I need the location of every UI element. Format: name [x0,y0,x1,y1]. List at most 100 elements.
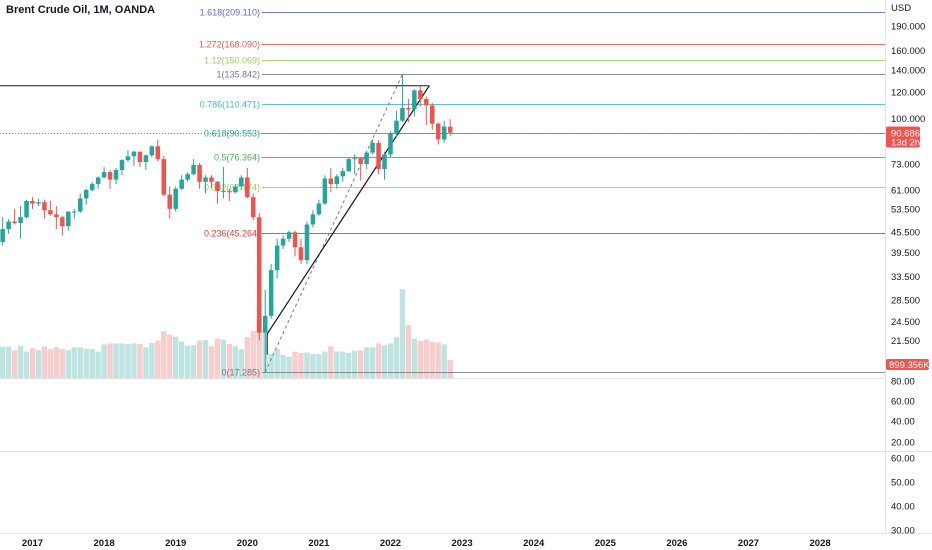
candle-body [173,188,178,209]
candle-body [227,191,232,193]
time-axis-year: 2023 [452,538,473,549]
fib-level-label: 0.236(45.264) [204,229,260,239]
candle-body [36,202,41,204]
volume-bar [131,343,137,378]
volume-bar [357,350,364,378]
volume-bar [125,343,131,378]
time-axis-year: 2020 [237,538,258,549]
volume-bar [244,337,250,378]
volume-bar [316,354,322,378]
candle-body [54,214,59,218]
volume-bar [59,349,66,378]
candle-body [191,164,196,175]
candle-body [131,151,137,157]
last-price-tag [886,126,920,148]
candle-body [113,170,119,180]
volume-bar [375,343,382,378]
time-axis-year: 2024 [523,538,545,549]
volume-tag [886,359,929,370]
volume-bar [0,346,6,378]
volume-bar [441,344,447,378]
volume-bar [274,349,280,378]
fib-trend-line [264,74,403,373]
volume-value: 899.356K [889,360,930,371]
pane2-axis-tick: 40.00 [891,417,915,428]
volume-bar [41,346,48,378]
fib-level-label: 1(135.842) [216,70,260,80]
pane2-axis-tick: 80.00 [891,377,915,388]
volume-bar [286,356,292,378]
candle-body [400,108,405,121]
volume-bar [5,346,12,378]
candle-body [143,155,149,163]
candle-body [101,172,107,178]
volume-bar [346,353,352,378]
time-axis-year: 2025 [595,538,617,549]
volume-bar [35,350,42,378]
volume-bar [417,340,424,378]
volume-bar [423,339,429,378]
candle-body [185,174,190,180]
last-price-value: 90.686 [891,129,920,140]
candle-body [376,142,381,170]
candle-body [12,221,17,224]
candle-body [298,247,304,261]
candle-body [221,191,226,193]
candle-body [286,232,292,239]
volume-bar [322,351,328,378]
candle-body [107,172,113,180]
pane3-axis-tick: 60.00 [891,454,915,465]
fib-retracement [262,12,885,373]
candle-body [280,238,286,246]
time-axis-year: 2019 [165,538,186,549]
candle-body [119,160,125,171]
candle-body [18,217,23,224]
price-axis-tick: 61.000 [891,185,920,196]
candle-body [364,152,369,164]
candle-body [328,178,334,185]
candle-body [155,146,161,160]
candle-body [137,151,143,163]
volume-bar [238,349,245,378]
candle-body [71,211,77,213]
volume-bar [435,342,441,378]
volume-bar [256,316,262,378]
candles-series [0,74,453,372]
fib-level-label: 0.786(110.471) [200,100,260,110]
volume-bar [393,337,400,378]
time-axis-year: 2021 [308,538,330,549]
volume-bar [17,345,24,378]
pane3-axis-tick: 40.00 [891,502,915,513]
candle-body [435,123,441,140]
volume-bar [196,340,203,378]
rising-trend-line [266,85,430,335]
volume-bar [11,350,18,378]
volume-bar [95,351,101,378]
candle-body [89,184,95,190]
candle-body [334,176,340,185]
candle-body [0,229,5,243]
time-axis-year: 2028 [810,538,831,549]
volume-bar [214,338,221,378]
volume-bar [411,338,418,378]
candle-body [316,203,322,215]
candle-body [310,214,316,225]
volume-bar [161,331,167,378]
price-axis-tick: 33.500 [891,272,920,283]
candle-body [268,270,274,316]
pane2-axis-tick: 60.00 [891,397,915,408]
pane2-axis-tick: 20.00 [891,438,915,449]
time-axis-year: 2022 [380,538,401,549]
volume-bar [47,349,54,378]
candle-body [250,197,256,218]
time-axis-year: 2018 [94,538,115,549]
volume-bar [232,346,239,378]
time-axis-year: 2026 [666,538,687,549]
candle-body [429,105,435,124]
candle-body [125,156,131,161]
volume-bar [226,343,233,378]
volume-bar [328,346,334,378]
price-axis-tick: 28.500 [891,295,920,306]
volume-bar [155,340,161,378]
